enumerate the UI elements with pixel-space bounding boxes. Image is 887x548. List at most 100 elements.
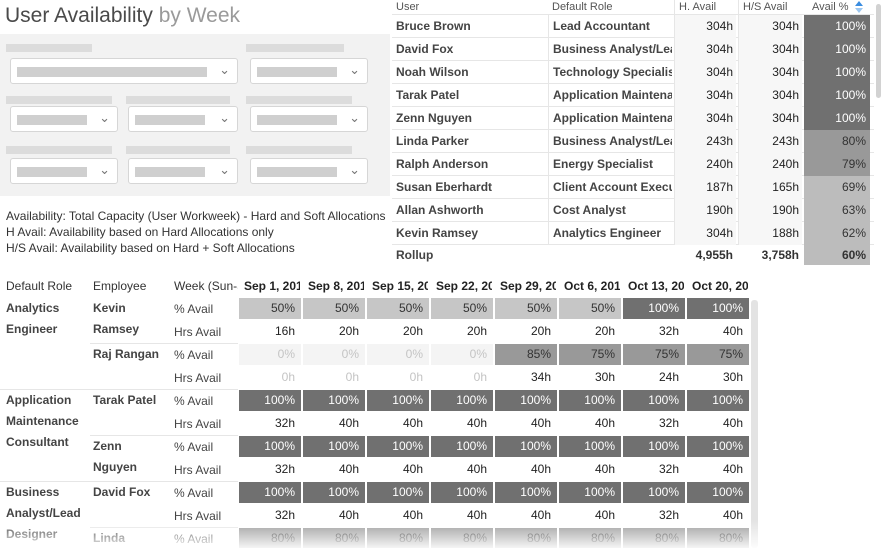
pct-avail-cell: 50% — [303, 298, 365, 319]
employee-name[interactable]: Kevin — [93, 301, 126, 315]
week-column-header[interactable]: Oct 20, 2019 — [692, 279, 748, 293]
hrs-avail-cell: 30h — [594, 370, 615, 384]
hrs-avail-cell: 40h — [338, 508, 359, 522]
filter-dropdown[interactable]: ⌄ — [250, 58, 368, 84]
avail-pct-value: 62% — [804, 222, 870, 245]
pct-avail-cell: 100% — [623, 390, 685, 411]
table-row[interactable]: Kevin Ramsey Analytics Engineer 304h 188h 62… — [392, 222, 874, 245]
pct-avail-cell: 75% — [559, 344, 621, 365]
week-column-header[interactable]: Sep 8, 2019 — [308, 279, 364, 293]
pct-avail-cell: 100% — [495, 482, 557, 503]
employee-separator — [90, 481, 238, 482]
user-name[interactable]: Ralph Anderson — [396, 157, 489, 171]
header-week[interactable]: Week (Sun-Sat) — [174, 279, 238, 293]
filter-label — [246, 96, 352, 104]
table-row[interactable]: Allan Ashworth Cost Analyst 190h 190h 63% — [392, 199, 874, 222]
employee-name[interactable]: Raj Rangan — [93, 347, 160, 361]
filter-dropdown[interactable]: ⌄ — [10, 58, 238, 84]
avail-pct-value: 69% — [804, 176, 870, 199]
filter-dropdown[interactable]: ⌄ — [250, 158, 368, 184]
role-name: Analyst/Lead — [6, 506, 81, 520]
role-name: Designer — [6, 527, 58, 541]
h-avail-value: 304h — [674, 61, 736, 84]
filter-dropdown[interactable]: ⌄ — [10, 158, 118, 184]
legend-line: H/S Avail: Availability based on Hard + … — [6, 241, 295, 255]
page-title: User Availability by Week — [5, 4, 240, 28]
user-name[interactable]: Zenn Nguyen — [396, 111, 473, 125]
employee-separator — [90, 435, 238, 436]
week-column-header[interactable]: Sep 29, 2019 — [500, 279, 556, 293]
hrs-avail-cell: 40h — [466, 416, 487, 430]
pct-avail-cell: 100% — [623, 298, 685, 319]
header-employee[interactable]: Employee — [93, 279, 147, 293]
pct-avail-cell: 100% — [623, 482, 685, 503]
chevron-down-icon: ⌄ — [349, 162, 360, 177]
role-name: Maintenance — [6, 414, 79, 428]
table-row[interactable]: David Fox Business Analyst/Lead 304h 304h 10… — [392, 38, 874, 61]
hrs-avail-cell: 20h — [338, 324, 359, 338]
table-row[interactable]: Tarak Patel Application Maintena 304h 304h 1… — [392, 84, 874, 107]
pct-avail-cell: 75% — [623, 344, 685, 365]
role-name: Analytics — [6, 301, 60, 315]
hrs-avail-cell: 40h — [530, 416, 551, 430]
table-row[interactable]: Linda Parker Business Analyst/Lea 243h 243h… — [392, 130, 874, 153]
header-default-role[interactable]: Default Role — [552, 1, 613, 13]
week-column-header[interactable]: Oct 13, 2019 — [628, 279, 684, 293]
page-title-main: User Availability — [5, 4, 153, 27]
legend: Availability: Total Capacity (User Workw… — [6, 208, 386, 256]
employee-name[interactable]: Nguyen — [93, 460, 138, 474]
week-column-header[interactable]: Sep 15, 2019 — [372, 279, 428, 293]
user-name[interactable]: Allan Ashworth — [396, 203, 484, 217]
group-separator — [0, 481, 90, 482]
user-default-role: Client Account Execu — [548, 176, 672, 199]
pct-avail-cell: 0% — [367, 344, 429, 365]
user-name[interactable]: Susan Eberhardt — [396, 180, 493, 194]
hrs-avail-cell: 20h — [402, 324, 423, 338]
hrs-avail-cell: 20h — [466, 324, 487, 338]
table-row[interactable]: Susan Eberhardt Client Account Execu 187h 1… — [392, 176, 874, 199]
summary-table-body: Bruce Brown Lead Accountant 304h 304h 100% Da… — [392, 15, 874, 245]
header-user[interactable]: User — [396, 1, 420, 13]
employee-name[interactable]: David Fox — [93, 485, 151, 499]
hrs-avail-cell: 30h — [722, 370, 743, 384]
user-name[interactable]: David Fox — [396, 42, 454, 56]
header-hs-avail[interactable]: H/S Avail — [738, 0, 802, 15]
employee-name[interactable]: Tarak Patel — [93, 393, 157, 407]
header-avail-pct[interactable]: Avail % — [812, 1, 849, 13]
header-h-avail[interactable]: H. Avail — [674, 0, 736, 15]
hrs-avail-cell: 32h — [274, 508, 295, 522]
filter-dropdown[interactable]: ⌄ — [128, 158, 238, 184]
filter-dropdown[interactable]: ⌄ — [10, 106, 118, 132]
weekly-grid-scrollbar[interactable] — [751, 300, 758, 548]
user-default-role: Energy Specialist — [548, 153, 672, 176]
user-name[interactable]: Linda Parker — [396, 134, 469, 148]
rollup-label: Rollup — [396, 248, 434, 262]
header-default-role[interactable]: Default Role — [6, 279, 73, 293]
user-name[interactable]: Tarak Patel — [396, 88, 460, 102]
filter-dropdown[interactable]: ⌄ — [250, 106, 368, 132]
table-row[interactable]: Noah Wilson Technology Specialist 304h 304h… — [392, 61, 874, 84]
employee-name[interactable]: Linda — [93, 531, 125, 545]
user-name[interactable]: Bruce Brown — [396, 19, 471, 33]
week-column-header[interactable]: Sep 22, 2019 — [436, 279, 492, 293]
employee-name[interactable]: Zenn — [93, 439, 122, 453]
filter-value-placeholder — [135, 115, 205, 125]
table-row[interactable]: Bruce Brown Lead Accountant 304h 304h 100% — [392, 15, 874, 38]
user-name[interactable]: Noah Wilson — [396, 65, 469, 79]
employee-separator — [90, 389, 238, 390]
user-name[interactable]: Kevin Ramsey — [396, 226, 479, 240]
avail-pct-value: 100% — [804, 107, 870, 130]
table-row[interactable]: Zenn Nguyen Application Maintena 304h 304h 1… — [392, 107, 874, 130]
sort-icon[interactable] — [854, 0, 864, 15]
summary-scrollbar[interactable] — [876, 4, 881, 98]
pct-avail-cell: 100% — [687, 298, 749, 319]
h-avail-value: 190h — [674, 199, 736, 222]
employee-name[interactable]: Ramsey — [93, 322, 140, 336]
chevron-down-icon: ⌄ — [219, 62, 230, 77]
hrs-avail-cell: 40h — [466, 508, 487, 522]
hrs-avail-cell: 32h — [658, 462, 679, 476]
week-column-header[interactable]: Sep 1, 2019 — [244, 279, 300, 293]
week-column-header[interactable]: Oct 6, 2019 — [564, 279, 620, 293]
filter-dropdown[interactable]: ⌄ — [128, 106, 238, 132]
table-row[interactable]: Ralph Anderson Energy Specialist 240h 240h 7… — [392, 153, 874, 176]
